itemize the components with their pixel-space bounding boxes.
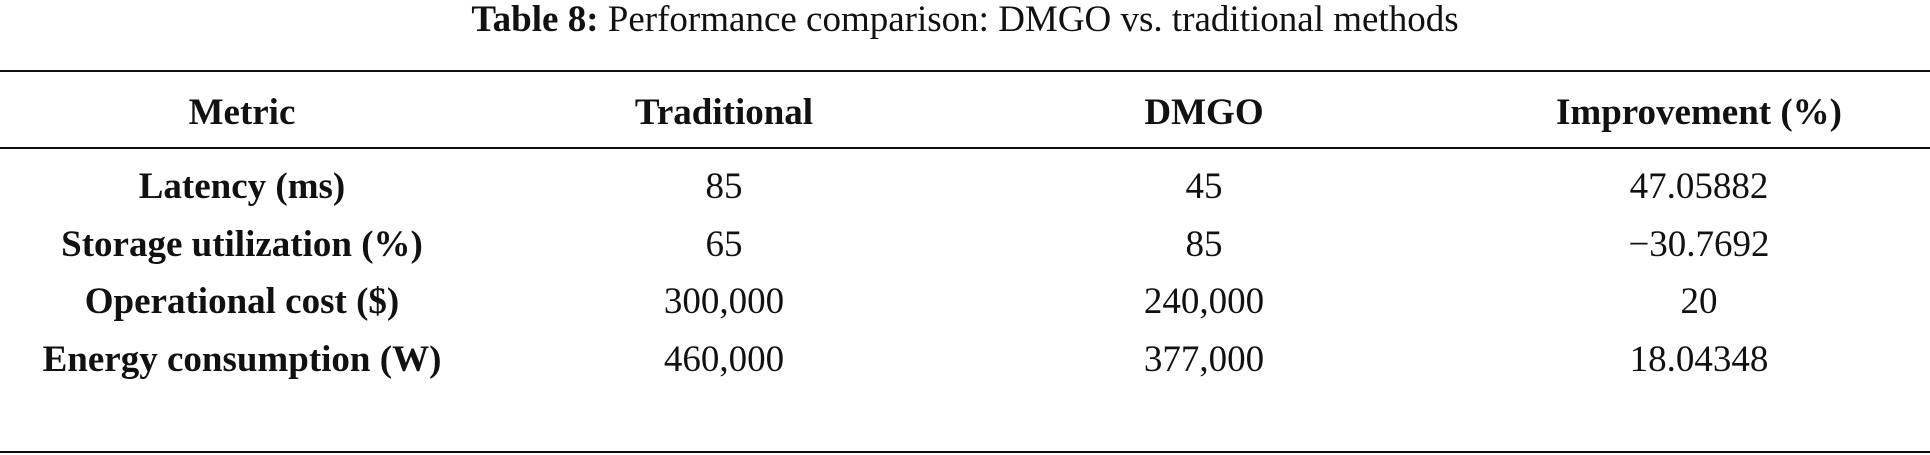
table-cell: 47.05882 [1629,166,1769,207]
column-header: DMGO [1144,92,1264,133]
table-cell: 65 [705,223,743,265]
caption-text: Performance comparison: DMGO vs. traditi… [607,0,1459,40]
row-label: Storage utilization (%) [61,223,423,265]
column-header: Metric [188,92,296,133]
table-cell: 377,000 [1143,338,1265,380]
top-rule [0,70,1930,72]
caption-label: Table 8: [471,0,599,40]
table-cell: 460,000 [663,338,785,380]
column-header: Improvement (%) [1555,92,1842,133]
table-cell: 20 [1680,281,1718,322]
column-header: Traditional [634,92,814,133]
table-cell: 300,000 [663,281,785,322]
table-cell: 85 [705,166,743,207]
table-cell: −30.7692 [1628,223,1770,265]
table-cell: 45 [1185,166,1223,207]
header-rule [0,147,1930,149]
table-caption: Table 8: Performance comparison: DMGO vs… [0,0,1930,40]
row-label: Energy consumption (W) [42,338,442,380]
table-cell: 18.04348 [1629,338,1769,380]
bottom-rule [0,451,1930,453]
table-cell: 85 [1185,223,1223,265]
table-cell: 240,000 [1143,281,1265,322]
row-label: Operational cost ($) [84,281,400,322]
row-label: Latency (ms) [138,166,346,207]
